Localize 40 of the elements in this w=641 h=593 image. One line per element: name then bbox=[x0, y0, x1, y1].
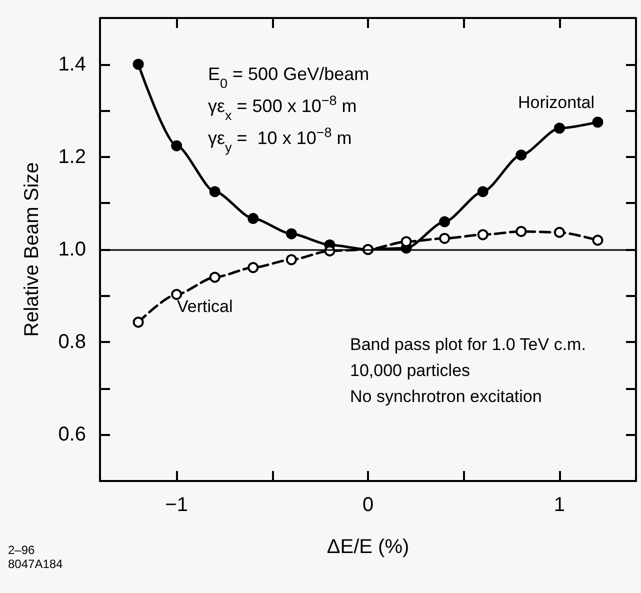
point bbox=[286, 228, 297, 240]
y-axis-title: Relative Beam Size bbox=[21, 162, 43, 337]
point bbox=[554, 122, 565, 134]
y-tick-label: 0.8 bbox=[58, 331, 86, 354]
annotation: Horizontal bbox=[518, 93, 595, 112]
point bbox=[171, 288, 182, 300]
y-tick-label: 1.0 bbox=[58, 238, 86, 260]
point bbox=[209, 272, 220, 283]
point bbox=[132, 316, 144, 328]
y-tick-label: 1.4 bbox=[58, 53, 86, 76]
annotation: Band pass plot for 1.0 TeV c.m. bbox=[350, 335, 586, 354]
annotation: E$_{0}$ = 500 GeV/beam bbox=[208, 64, 370, 90]
annotation: γε$_{y}$ = 10 x 10$^{−8}$ m bbox=[208, 124, 352, 154]
point bbox=[132, 58, 144, 70]
x-tick-label: −1 bbox=[165, 494, 188, 516]
point bbox=[477, 186, 488, 198]
point bbox=[248, 212, 259, 224]
y-tick-label: 1.2 bbox=[58, 146, 86, 168]
annotation: No synchrotron excitation bbox=[350, 387, 542, 406]
text: 2–96 bbox=[8, 543, 36, 557]
point bbox=[209, 186, 220, 198]
x-tick-label: 1 bbox=[554, 494, 565, 516]
point bbox=[248, 262, 259, 274]
point bbox=[439, 232, 450, 244]
y-tick-label: 0.6 bbox=[58, 424, 86, 446]
text: 8047A184 bbox=[8, 557, 64, 571]
point bbox=[592, 234, 604, 246]
x-tick-label: 0 bbox=[362, 494, 374, 516]
annotation: 10,000 particles bbox=[350, 361, 470, 380]
point bbox=[592, 116, 604, 128]
point bbox=[171, 140, 182, 152]
annotation: Vertical bbox=[177, 297, 233, 316]
point bbox=[516, 226, 527, 237]
point bbox=[477, 229, 488, 240]
point bbox=[516, 150, 527, 161]
point bbox=[439, 216, 450, 228]
point bbox=[554, 226, 565, 238]
x-axis-title: ΔE/E (%) bbox=[326, 536, 410, 558]
annotation: γε$_{x}$ = 500 x 10$^{−8}$ m bbox=[208, 92, 357, 122]
point bbox=[286, 254, 297, 266]
